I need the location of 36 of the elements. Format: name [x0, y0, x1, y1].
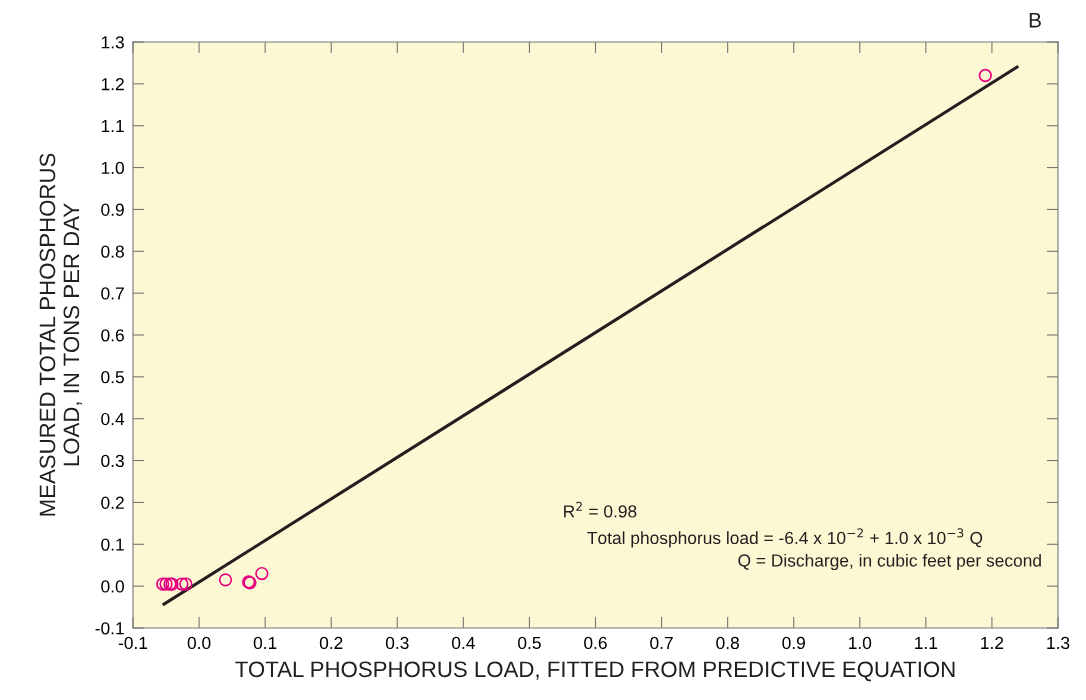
- annotation: Q = Discharge, in cubic feet per second: [738, 553, 1041, 571]
- x-tick-label: 0.5: [518, 636, 541, 650]
- y-tick-label: 0.0: [101, 580, 124, 593]
- x-tick-label: 0.3: [385, 636, 409, 650]
- x-tick-label: 1.0: [849, 636, 872, 650]
- x-tick-label: 0.4: [451, 636, 475, 650]
- x-tick-label: 0.7: [650, 636, 673, 650]
- y-tick-label: 1.3: [101, 36, 124, 49]
- y-tick-label: 1.2: [101, 78, 124, 91]
- y-tick-label: 0.8: [101, 245, 124, 258]
- y-tick-label: 0.7: [101, 287, 124, 300]
- x-tick-label: 1.2: [981, 636, 1004, 649]
- x-tick-label: 0.2: [319, 636, 343, 650]
- x-tick-label: -0.1: [118, 636, 148, 650]
- y-tick-label: 0.4: [101, 412, 125, 426]
- annotation: R$^{2}$ = 0.98: [564, 501, 637, 518]
- annotation: Total phosphorus load = -6.4 x 10$^{−2}$ + 1.0 x 10$^{−3}$ Q: [587, 528, 983, 548]
- y-tick-label: 1.1: [101, 120, 124, 132]
- x-tick-label: 0.1: [253, 636, 277, 650]
- x-tick-label: 1.1: [915, 636, 938, 649]
- x-tick-label: 0.8: [716, 636, 739, 650]
- x-tick-label: 0.6: [584, 636, 607, 650]
- y-tick-label: 0.5: [101, 371, 124, 384]
- y-tick-label: 0.3: [101, 454, 124, 468]
- text: B: [1029, 13, 1041, 28]
- x-tick-label: 0.0: [187, 636, 211, 650]
- y-axis-title: MEASURED TOTAL PHOSPHORUS LOAD, IN TONS PER DAY: [39, 153, 82, 516]
- y-tick-label: -0.1: [95, 622, 124, 635]
- y-tick-label: 0.6: [101, 329, 124, 342]
- x-tick-label: 1.3: [1047, 636, 1070, 650]
- y-tick-label: 0.2: [101, 496, 124, 509]
- x-axis-title: TOTAL PHOSPHORUS LOAD, FITTED FROM PREDICTIVE EQUATION: [235, 661, 955, 682]
- y-tick-label: 1.0: [101, 161, 124, 175]
- y-tick-label: 0.9: [101, 203, 124, 216]
- x-tick-label: 0.9: [782, 636, 805, 650]
- y-tick-label: 0.1: [101, 538, 124, 551]
